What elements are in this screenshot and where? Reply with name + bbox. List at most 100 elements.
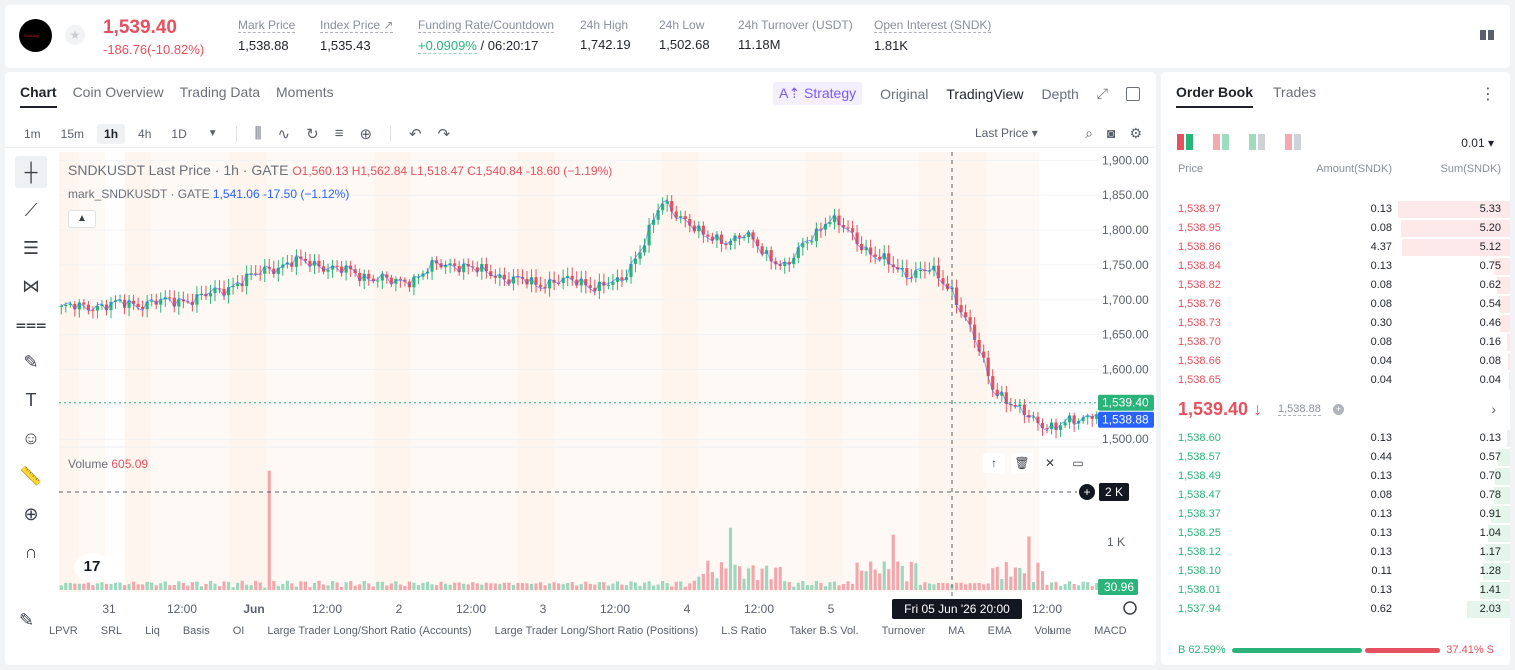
collapse-pane-icon[interactable]: ✕ — [1039, 453, 1061, 473]
undo-icon[interactable]: ↶ — [409, 125, 422, 143]
tab-order-book[interactable]: Order Book — [1176, 84, 1253, 108]
ask-row[interactable]: 1,538.76 0.08 0.54 — [1161, 295, 1510, 314]
more-options-icon[interactable]: ⋮ — [1480, 86, 1496, 103]
interval-15m[interactable]: 15m — [60, 126, 85, 141]
info-icon[interactable]: + — [1333, 404, 1344, 415]
indicator-item[interactable]: Liq — [145, 625, 160, 637]
replay-icon[interactable]: ↻ — [306, 125, 319, 143]
tab-chart[interactable]: Chart — [20, 84, 57, 108]
bid-row[interactable]: 1,538.01 0.13 1.41 — [1161, 581, 1510, 600]
zoom-in-icon[interactable]: ⊕ — [23, 503, 39, 524]
price-chart[interactable]: 1,900.00 1,850.00 1,800.00 1,750.00 1,700.00… — [59, 152, 1156, 665]
indicator-item[interactable]: MA — [948, 625, 965, 637]
bid-row[interactable]: 1,538.57 0.44 0.57 — [1161, 448, 1510, 467]
indicator-item[interactable]: Taker B.S Vol. — [789, 625, 859, 637]
ask-row[interactable]: 1,538.65 0.04 0.04 — [1161, 371, 1510, 390]
indicator-item[interactable]: Large Trader Long/Short Ratio (Positions… — [494, 625, 699, 637]
book-mark-price[interactable]: 1,538.88 — [1278, 403, 1321, 416]
bid-row[interactable]: 1,538.60 0.13 0.13 — [1161, 429, 1510, 448]
indicator-item[interactable]: EMA — [987, 625, 1012, 637]
bid-row[interactable]: 1,538.37 0.13 0.91 — [1161, 505, 1510, 524]
horizontal-lines-icon[interactable]: ☰ — [22, 237, 40, 258]
ask-row[interactable]: 1,538.97 0.13 5.33 — [1161, 200, 1510, 219]
interval-1m[interactable]: 1m — [24, 126, 41, 141]
stat-mark-price[interactable]: Mark Price 1,538.88 — [238, 18, 296, 53]
view-depth[interactable]: Depth — [1041, 85, 1079, 102]
bid-row[interactable]: 1,538.12 0.13 1.17 — [1161, 543, 1510, 562]
ask-row[interactable]: 1,538.95 0.08 5.20 — [1161, 219, 1510, 238]
interval-1h[interactable]: 1h — [97, 123, 126, 144]
fullscreen-icon[interactable] — [1126, 86, 1140, 101]
gear-icon[interactable]: ⚙ — [1129, 125, 1142, 141]
precision-select[interactable]: 0.01 ▾ — [1461, 136, 1494, 150]
tab-trades[interactable]: Trades — [1273, 84, 1317, 100]
indicator-item[interactable]: Large Trader Long/Short Ratio (Accounts) — [267, 625, 472, 637]
bid-row[interactable]: 1,537.94 0.62 2.03 — [1161, 600, 1510, 619]
ask-row[interactable]: 1,538.73 0.30 0.46 — [1161, 314, 1510, 333]
edit-icon[interactable]: ✎ — [19, 610, 35, 630]
interval-4h[interactable]: 4h — [138, 126, 152, 141]
interval-dropdown-icon[interactable]: ▼ — [207, 128, 218, 139]
mode-bids-icon[interactable] — [1249, 134, 1265, 150]
indicator-item[interactable]: Volume — [1034, 625, 1072, 637]
strategy-button[interactable]: A⇡ Strategy — [773, 82, 863, 105]
redo-icon[interactable]: ↷ — [437, 125, 451, 143]
volume-bar — [1072, 583, 1076, 590]
expand-icon[interactable]: ⤢ — [1096, 85, 1108, 101]
ask-row[interactable]: 1,538.84 0.13 0.75 — [1161, 257, 1510, 276]
trendline-icon[interactable]: ⟋ — [24, 199, 38, 220]
chevron-right-icon[interactable]: › — [1491, 401, 1496, 417]
crosshair-icon[interactable]: ┼ — [15, 156, 47, 188]
delete-icon[interactable]: 🗑 — [1011, 453, 1033, 473]
move-up-icon[interactable]: ↑ — [983, 453, 1005, 473]
favorite-star-icon[interactable]: ★ — [65, 25, 85, 45]
bid-row[interactable]: 1,538.47 0.08 0.78 — [1161, 486, 1510, 505]
magnet-icon[interactable]: ∩ — [24, 541, 38, 562]
indicator-item[interactable]: SRL — [100, 625, 123, 637]
pattern-icon[interactable]: ⋈ — [22, 275, 40, 296]
indicator-item[interactable]: MACD — [1094, 625, 1127, 637]
indicator-item[interactable]: OI — [232, 625, 245, 637]
ask-sum: 0.62 — [1479, 279, 1501, 291]
bid-row[interactable]: 1,538.10 0.11 1.28 — [1161, 562, 1510, 581]
tab-coin-overview[interactable]: Coin Overview — [72, 84, 164, 100]
view-original[interactable]: Original — [880, 85, 929, 102]
emoji-icon[interactable]: ☺ — [21, 427, 41, 448]
candle-type-icon[interactable]: ⫼ — [254, 125, 262, 142]
chevron-right-icon[interactable]: › — [1049, 623, 1054, 638]
bid-row[interactable]: 1,538.25 0.13 1.04 — [1161, 524, 1510, 543]
mode-asks-icon[interactable] — [1285, 134, 1301, 150]
tab-moments[interactable]: Moments — [276, 84, 334, 100]
bid-price: 1,538.57 — [1178, 451, 1221, 463]
brush-icon[interactable]: ✎ — [23, 351, 39, 372]
stat-index-price[interactable]: Index Price ↗ 1,535.43 — [320, 18, 394, 53]
tab-trading-data[interactable]: Trading Data — [179, 84, 261, 100]
collapse-legend-button[interactable]: ▲ — [68, 210, 96, 228]
maximize-pane-icon[interactable]: ▭ — [1067, 453, 1089, 473]
stat-funding-rate[interactable]: Funding Rate/Countdown +0.0909% / 06:20:… — [418, 18, 555, 54]
templates-icon[interactable]: ≡ — [334, 125, 344, 142]
text-icon[interactable]: T — [25, 389, 37, 410]
view-tradingview[interactable]: TradingView — [946, 85, 1024, 102]
indicator-item[interactable]: LPVR — [49, 625, 78, 637]
stat-open-interest[interactable]: Open Interest (SNDK) 1.81K — [874, 18, 992, 53]
ruler-icon[interactable]: 📏 — [19, 465, 43, 486]
indicators-icon[interactable]: ∿ — [277, 125, 291, 143]
add-alert-icon[interactable]: ⊕ — [359, 125, 373, 143]
mode-both-icon[interactable] — [1177, 134, 1193, 150]
price-type-select[interactable]: Last Price ▾ — [975, 126, 1038, 140]
ask-row[interactable]: 1,538.86 4.37 5.12 — [1161, 238, 1510, 257]
indicator-item[interactable]: Basis — [182, 625, 210, 637]
bid-row[interactable]: 1,538.49 0.13 0.70 — [1161, 467, 1510, 486]
book-icon[interactable] — [1480, 29, 1494, 41]
mode-split-icon[interactable] — [1213, 134, 1229, 150]
camera-icon[interactable]: ◙ — [1106, 125, 1116, 141]
search-icon[interactable]: ⌕ — [1085, 125, 1093, 141]
indicator-item[interactable]: L.S Ratio — [721, 625, 767, 637]
ask-row[interactable]: 1,538.66 0.04 0.08 — [1161, 352, 1510, 371]
ask-row[interactable]: 1,538.82 0.08 0.62 — [1161, 276, 1510, 295]
interval-1d[interactable]: 1D — [171, 126, 187, 141]
fib-icon[interactable]: ⩶ — [15, 313, 47, 334]
indicator-item[interactable]: Turnover — [881, 625, 926, 637]
ask-row[interactable]: 1,538.70 0.08 0.16 — [1161, 333, 1510, 352]
